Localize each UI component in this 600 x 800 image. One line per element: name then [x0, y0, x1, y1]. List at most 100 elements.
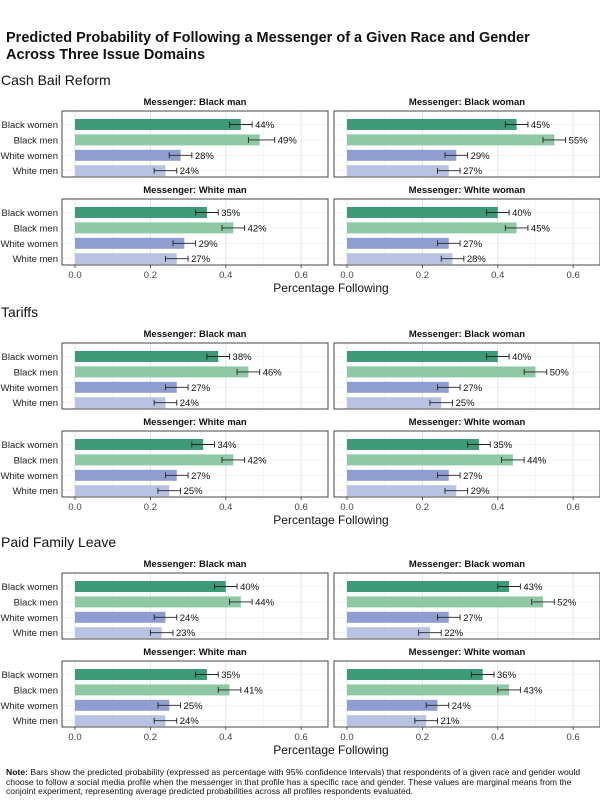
data-label: 27%	[191, 383, 211, 394]
data-label: 24%	[180, 166, 200, 177]
bar-black-men	[347, 222, 517, 234]
domain-tariffs: Tariffs Messenger: Black man 38% Black wome…	[0, 304, 600, 527]
facet-title: Messenger: White woman	[409, 185, 526, 196]
data-label: 44%	[527, 455, 547, 466]
data-label: 34%	[217, 440, 237, 451]
facet-messenger-white-man: Messenger: White man 34% Black women 42% Bla…	[0, 417, 329, 513]
panel-border	[333, 342, 600, 410]
bar-white-women	[347, 381, 449, 393]
data-label: 22%	[444, 628, 464, 639]
data-label: 28%	[467, 254, 487, 265]
facet-title: Messenger: Black woman	[409, 97, 525, 108]
category-label: Black women	[2, 440, 59, 451]
category-label: White men	[13, 716, 58, 727]
category-label: Black men	[14, 685, 58, 696]
bar-black-women	[347, 119, 517, 130]
panel-border	[61, 198, 329, 266]
x-axis-title: Percentage Following	[273, 281, 388, 295]
bar-black-women	[75, 669, 207, 680]
data-label: 43%	[523, 582, 543, 593]
bar-white-men	[347, 165, 449, 177]
x-tick-label: 0.0	[68, 502, 81, 513]
data-label: 40%	[512, 352, 532, 363]
data-label: 24%	[180, 613, 200, 624]
panel-border	[333, 572, 600, 640]
bar-black-men	[75, 454, 234, 466]
data-label: 40%	[512, 208, 532, 219]
bar-black-men	[347, 684, 510, 696]
bar-white-men	[75, 165, 166, 177]
data-label: 25%	[184, 701, 204, 712]
bar-black-women	[347, 439, 479, 450]
bar-black-women	[347, 207, 498, 218]
x-axis-title: Percentage Following	[273, 743, 388, 757]
data-label: 27%	[463, 166, 483, 177]
bar-black-men	[75, 134, 260, 146]
data-label: 35%	[493, 440, 513, 451]
category-label: Black men	[14, 223, 58, 234]
data-label: 42%	[248, 455, 268, 466]
facet-messenger-black-man: Messenger: Black man 40% Black women 44% Bla…	[0, 559, 329, 640]
category-label: White women	[0, 151, 58, 162]
bar-black-women	[347, 581, 510, 592]
facet-messenger-black-woman: Messenger: Black woman 43% 52% 27% 22%	[333, 559, 600, 640]
facet-messenger-white-woman: Messenger: White woman 40% 45% 27% 28% 0.0 0.2…	[333, 185, 600, 281]
data-label: 24%	[452, 701, 472, 712]
plot-area: Cash Bail Reform Messenger: Black man 44% B…	[0, 72, 600, 757]
x-tick-label: 0.6	[567, 502, 580, 513]
bar-white-men	[347, 397, 442, 409]
panel-border	[61, 660, 329, 728]
facet-messenger-black-woman: Messenger: Black woman 45% 55% 29% 27%	[333, 97, 600, 178]
domain-title: Cash Bail Reform	[1, 72, 111, 88]
x-tick-label: 0.4	[491, 270, 504, 281]
bar-white-men	[75, 397, 166, 409]
facet-title: Messenger: White man	[143, 417, 247, 428]
facet-messenger-white-man: Messenger: White man 35% Black women 41% Bla…	[0, 647, 329, 743]
data-label: 29%	[471, 486, 491, 497]
data-label: 43%	[523, 685, 543, 696]
x-tick-label: 0.2	[144, 732, 157, 743]
category-label: Black men	[14, 367, 58, 378]
facet-title: Messenger: Black man	[144, 559, 247, 570]
facet-messenger-white-woman: Messenger: White woman 36% 43% 24% 21% 0.0 0.2…	[333, 647, 600, 743]
note-label: Note:	[6, 767, 28, 777]
bar-black-men	[347, 366, 536, 378]
bar-white-women	[75, 469, 177, 481]
bar-black-women	[75, 207, 207, 218]
bar-white-women	[75, 149, 181, 161]
bar-black-men	[75, 366, 249, 378]
data-label: 27%	[191, 254, 211, 265]
bar-black-women	[347, 669, 483, 680]
domain-cash-bail-reform: Cash Bail Reform Messenger: Black man 44% B…	[0, 72, 600, 295]
category-label: White men	[13, 486, 58, 497]
category-label: White men	[13, 254, 58, 265]
bar-white-women	[347, 699, 438, 711]
data-label: 41%	[244, 685, 264, 696]
bar-black-women	[75, 581, 226, 592]
chart-note: Note: Bars show the predicted probabilit…	[6, 767, 594, 797]
bar-white-men	[75, 485, 170, 497]
facet-messenger-black-man: Messenger: Black man 44% Black women 49% Bla…	[0, 97, 329, 178]
x-tick-label: 0.6	[295, 502, 308, 513]
panel-border	[61, 110, 329, 178]
facet-title: Messenger: Black man	[144, 97, 247, 108]
data-label: 35%	[221, 670, 241, 681]
x-tick-label: 0.4	[219, 270, 232, 281]
data-label: 29%	[471, 151, 491, 162]
category-label: Black men	[14, 455, 58, 466]
panel-border	[61, 572, 329, 640]
data-label: 27%	[463, 613, 483, 624]
bar-white-men	[75, 253, 177, 265]
data-label: 25%	[456, 398, 476, 409]
x-tick-label: 0.0	[340, 270, 353, 281]
data-label: 25%	[184, 486, 204, 497]
x-tick-label: 0.4	[219, 502, 232, 513]
x-tick-label: 0.4	[491, 732, 504, 743]
bar-white-men	[347, 485, 457, 497]
data-label: 38%	[233, 352, 253, 363]
panel-border	[333, 110, 600, 178]
x-tick-label: 0.2	[416, 502, 429, 513]
data-label: 29%	[199, 239, 219, 250]
category-label: Black women	[2, 352, 59, 363]
